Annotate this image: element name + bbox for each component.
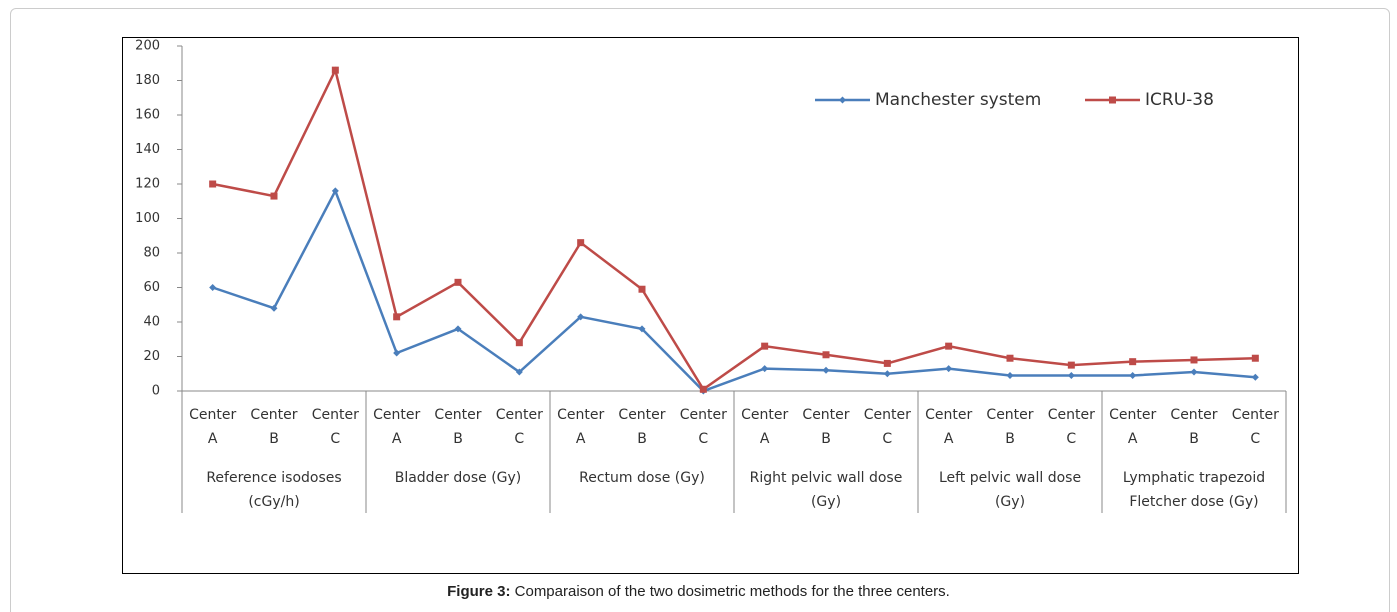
marker [638,325,646,333]
group-label: Rectum dose (Gy) [579,470,705,486]
x-tick-label: Center A [373,407,421,447]
x-tick-label: Center C [1231,407,1279,447]
marker [577,313,585,321]
legend-label: Manchester system [875,90,1041,110]
marker [1006,371,1014,379]
marker [1190,368,1198,376]
marker [393,349,401,357]
x-tick-label: Center C [1047,407,1095,447]
y-tick-label: 120 [135,177,160,192]
marker [331,66,339,74]
marker [761,365,769,373]
y-tick-label: 200 [135,39,160,54]
x-tick-label: Center A [189,407,237,447]
y-tick-label: 180 [135,73,160,88]
x-tick-label: Center B [618,407,666,447]
x-tick-label: Center C [495,407,543,447]
marker [699,385,707,393]
x-tick-label: Center B [434,407,482,447]
marker [515,339,523,347]
legend-marker [839,96,846,104]
marker [1190,356,1198,364]
caption: Figure 3: Comparaison of the two dosimet… [0,583,1397,600]
y-tick-label: 40 [143,315,160,330]
y-tick-label: 0 [152,384,160,399]
marker [945,365,953,373]
x-tick-label: Center C [679,407,727,447]
marker [822,366,830,374]
group-label: Lymphatic trapezoid Fletcher dose (Gy) [1122,470,1266,510]
marker [945,342,953,350]
marker [883,370,891,378]
marker [209,284,217,291]
marker [1251,373,1259,381]
y-tick-label: 100 [135,211,160,226]
x-tick-label: Center A [1109,407,1157,447]
marker [209,180,217,188]
series-line [212,66,1256,392]
group-label: Right pelvic wall dose (Gy) [749,470,903,510]
marker [1067,361,1075,369]
series-line [212,187,1256,393]
group-label: Left pelvic wall dose (Gy) [938,470,1082,510]
x-tick-label: Center B [250,407,298,447]
x-tick-label: Center A [557,407,605,447]
y-tick-label: 140 [135,142,160,157]
marker [638,285,646,293]
caption-label: Figure 3: [447,583,511,600]
y-tick-label: 80 [143,246,160,261]
x-tick-label: Center B [986,407,1034,447]
legend-label: ICRU-38 [1145,90,1214,110]
marker [822,351,830,359]
marker [454,325,462,333]
legend-marker [1109,96,1116,104]
marker [1251,354,1259,362]
y-tick-label: 60 [143,280,160,295]
marker [1129,358,1137,366]
marker [1067,371,1075,379]
marker [454,278,462,286]
marker [270,192,278,200]
marker [1129,371,1137,379]
x-tick-label: Center A [925,407,973,447]
marker [1006,354,1014,362]
y-tick-label: 160 [135,108,160,123]
chart-box [122,37,1299,574]
marker [883,359,891,367]
marker [515,368,523,376]
marker [761,342,769,350]
caption-text: Comparaison of the two dosimetric method… [514,583,950,600]
x-tick-label: Center A [741,407,789,447]
y-tick-label: 20 [143,349,160,364]
frame [10,8,1390,612]
group-label: Reference isodoses (cGy/h) [206,470,342,510]
group-label: Bladder dose (Gy) [394,470,522,486]
x-tick-label: Center C [863,407,911,447]
marker [577,239,585,247]
x-tick-label: Center B [1170,407,1218,447]
marker [393,313,401,321]
marker [270,304,278,312]
marker [331,187,339,195]
x-tick-label: Center B [802,407,850,447]
x-tick-label: Center C [311,407,359,447]
